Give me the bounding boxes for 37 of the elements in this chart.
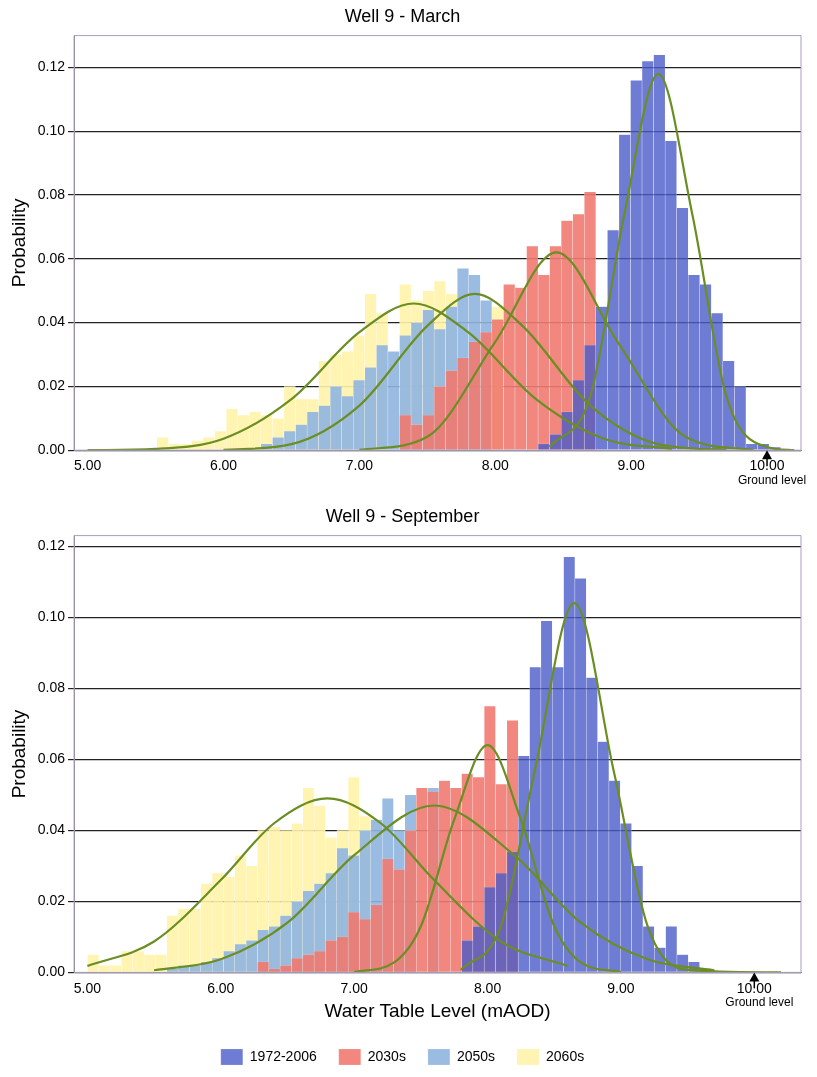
legend-label: 2030s — [367, 1047, 406, 1064]
annotation: Ground level — [725, 994, 794, 1009]
y-axis-title: Probability — [7, 709, 29, 799]
y-tick-label: 0.04 — [37, 313, 66, 330]
y-axis-title: Probability — [7, 198, 29, 288]
annotation: Ground level — [738, 472, 807, 487]
y-tick-label: 0.02 — [37, 892, 66, 909]
x-tick-label: 6.00 — [207, 979, 235, 996]
x-tick-label: 10.00 — [749, 457, 785, 474]
legend-label: 2060s — [546, 1047, 585, 1064]
x-tick-label: 5.00 — [73, 979, 102, 996]
x-tick-label: 8.00 — [481, 457, 510, 474]
legend-label: 2050s — [456, 1047, 496, 1064]
chart-title: Well 9 - September — [325, 505, 480, 526]
x-tick-label: 7.00 — [340, 979, 368, 996]
y-tick-label: 0.02 — [37, 377, 66, 394]
y-tick-label: 0.12 — [37, 537, 66, 554]
y-tick-label: 0.06 — [37, 750, 66, 767]
legend-label: 1972-2006 — [249, 1047, 317, 1064]
x-axis-title: Water Table Level (mAOD) — [324, 999, 551, 1021]
x-tick-label: 6.00 — [209, 457, 238, 474]
y-tick-label: 0.04 — [37, 821, 66, 838]
x-tick-label: 7.00 — [345, 457, 374, 474]
y-tick-label: 0.08 — [37, 185, 66, 202]
x-tick-label: 5.00 — [74, 457, 102, 474]
x-tick-label: 9.00 — [617, 457, 645, 474]
y-tick-label: 0.10 — [37, 122, 66, 139]
x-tick-label: 9.00 — [607, 979, 635, 996]
y-tick-label: 0.06 — [37, 249, 66, 266]
x-tick-label: 8.00 — [473, 979, 502, 996]
y-tick-label: 0.08 — [37, 679, 66, 696]
chart-title: Well 9 - March — [344, 5, 461, 26]
y-tick-label: 0.12 — [37, 58, 66, 75]
y-tick-label: 0.00 — [37, 441, 66, 458]
y-tick-label: 0.00 — [37, 963, 66, 980]
x-tick-label: 10.00 — [736, 979, 773, 996]
y-tick-label: 0.10 — [37, 608, 66, 625]
